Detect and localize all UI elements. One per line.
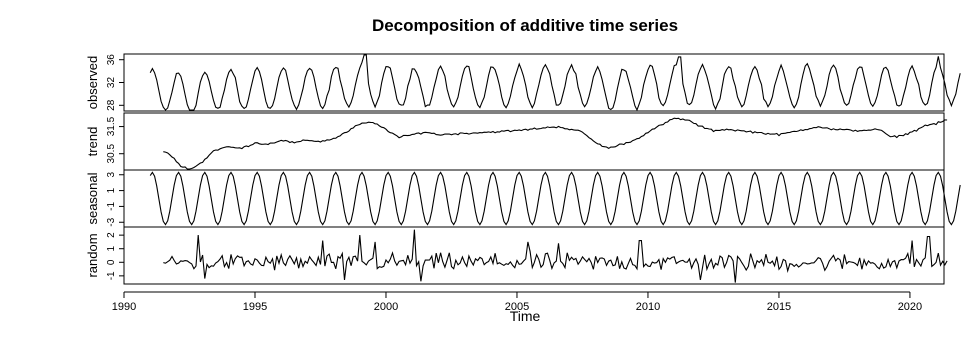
ytick-label-random-2: 1 xyxy=(106,245,117,251)
x-axis-title: Time xyxy=(510,308,541,324)
panel-label-trend: trend xyxy=(85,127,100,157)
panel-box-random xyxy=(123,226,945,285)
ytick-label-trend-1: 31.5 xyxy=(106,116,117,136)
series-line-observed xyxy=(149,54,961,112)
xtick-label-2: 2000 xyxy=(374,301,398,313)
panel-seasonal: -3 -1 1 3 seasonal xyxy=(85,169,961,228)
ytick-label-seasonal-3: 3 xyxy=(106,172,117,178)
x-axis: 1990 1995 2000 2005 2010 2015 2020 xyxy=(112,291,922,313)
ytick-label-seasonal-1: -1 xyxy=(106,202,117,211)
ytick-label-trend-0: 30.5 xyxy=(106,144,117,164)
panel-trend: 30.5 31.5 trend xyxy=(85,112,948,171)
panel-random: -1 0 1 2 random xyxy=(85,226,948,285)
xtick-label-3: 2005 xyxy=(505,301,529,313)
panel-label-random: random xyxy=(85,233,100,277)
xtick-label-0: 1990 xyxy=(112,301,136,313)
ytick-label-seasonal-2: 1 xyxy=(106,187,117,193)
ytick-label-random-3: 2 xyxy=(106,232,117,238)
ytick-label-random-1: 0 xyxy=(106,259,117,265)
series-line-seasonal xyxy=(149,171,961,226)
series-line-random xyxy=(163,229,948,283)
panel-observed: 28 32 36 observed xyxy=(85,53,961,112)
panels-group: 28 32 36 observed 30.5 31.5 trend -3 -1 1 3 seasona… xyxy=(85,53,961,285)
xtick-label-4: 2010 xyxy=(636,301,660,313)
chart-title: Decomposition of additive time series xyxy=(372,16,678,35)
panel-label-seasonal: seasonal xyxy=(85,172,100,224)
ytick-label-observed-0: 28 xyxy=(106,99,117,111)
xtick-label-6: 2020 xyxy=(898,301,922,313)
xtick-label-1: 1995 xyxy=(243,301,267,313)
ytick-label-observed-2: 36 xyxy=(106,54,117,66)
ytick-label-observed-1: 32 xyxy=(106,77,117,89)
ytick-label-seasonal-0: -3 xyxy=(106,217,117,226)
panel-box-trend xyxy=(123,112,945,171)
panel-label-observed: observed xyxy=(85,56,100,109)
ytick-label-random-0: -1 xyxy=(106,271,117,280)
series-line-trend xyxy=(163,117,948,170)
xtick-label-5: 2015 xyxy=(767,301,791,313)
